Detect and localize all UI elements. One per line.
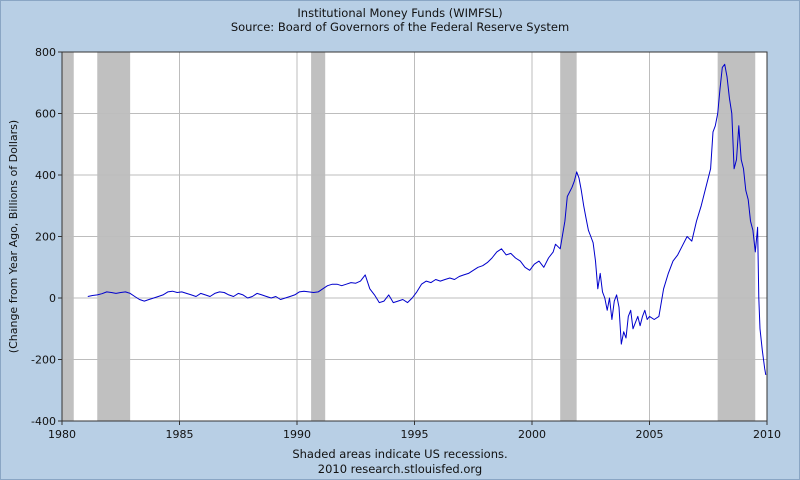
y-tick-label-5: 600 <box>35 108 56 121</box>
chart-title: Institutional Money Funds (WIMFSL) <box>297 6 503 20</box>
gridlines <box>62 52 767 421</box>
y-tick-label-1: -200 <box>31 354 56 367</box>
y-tick-label-0: -400 <box>31 415 56 428</box>
y-axis: -400 -200 0 200 400 600 800 <box>31 46 62 428</box>
chart-subtitle: Source: Board of Governors of the Federa… <box>230 20 570 34</box>
x-tick-label-0: 1980 <box>48 428 76 441</box>
x-tick-label-6: 2010 <box>753 428 781 441</box>
x-tick-label-4: 2000 <box>518 428 546 441</box>
x-tick-label-1: 1985 <box>166 428 194 441</box>
data-series <box>87 63 767 375</box>
x-tick-label-3: 1995 <box>401 428 429 441</box>
y-tick-label-3: 200 <box>35 231 56 244</box>
x-tick-label-2: 1990 <box>283 428 311 441</box>
footer-note: Shaded areas indicate US recessions. <box>292 447 508 461</box>
series-line-0 <box>87 63 767 375</box>
x-axis: 1980 1985 1990 1995 2000 2005 2010 <box>48 421 781 441</box>
footer-source: 2010 research.stlouisfed.org <box>317 462 483 476</box>
y-tick-label-4: 400 <box>35 169 56 182</box>
y-tick-label-6: 800 <box>35 46 56 59</box>
x-tick-label-5: 2005 <box>636 428 664 441</box>
y-axis-label: (Change from Year Ago, Billions of Dolla… <box>7 120 20 353</box>
y-tick-label-2: 0 <box>49 292 56 305</box>
